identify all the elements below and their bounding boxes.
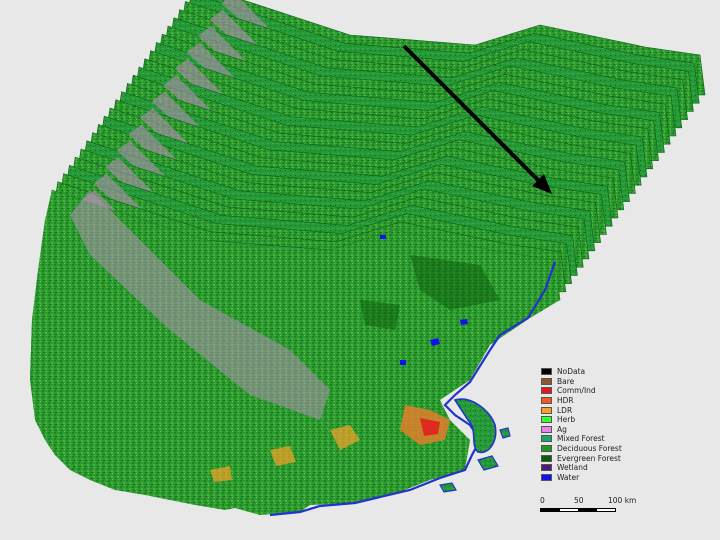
legend-label: Wetland — [557, 463, 588, 473]
legend-item: NoData — [541, 367, 622, 377]
legend-item: Water — [541, 473, 622, 483]
legend-item: Ag — [541, 425, 622, 435]
legend-swatch — [541, 473, 552, 481]
legend-label: Evergreen Forest — [557, 453, 621, 463]
legend-swatch — [541, 397, 552, 405]
legend-item: Bare — [541, 377, 622, 387]
legend-item: Wetland — [541, 463, 622, 473]
legend-swatch — [541, 377, 552, 385]
scale-label-100-km: 100 km — [608, 496, 637, 505]
stacked-time-series-layers — [30, 0, 706, 380]
legend-item: LDR — [541, 405, 622, 415]
ag-corridor-band — [70, 190, 330, 420]
legend-swatch — [541, 435, 552, 443]
scale-label-50: 50 — [574, 496, 584, 505]
legend-label: Bare — [557, 376, 575, 386]
legend-label: HDR — [557, 396, 574, 406]
legend-swatch — [541, 387, 552, 395]
legend-label: Deciduous Forest — [557, 444, 622, 454]
legend-item: Mixed Forest — [541, 434, 622, 444]
urban-area-core — [420, 418, 440, 436]
scale-label-0: 0 — [540, 496, 545, 505]
cape-peninsula — [453, 398, 497, 454]
front-land-cover-layer — [30, 190, 560, 517]
legend-item: Deciduous Forest — [541, 444, 622, 454]
legend-label: Water — [557, 472, 580, 482]
legend-swatch — [541, 425, 552, 433]
legend-item: Comm/Ind — [541, 386, 622, 396]
legend-swatch — [541, 454, 552, 462]
islands — [439, 427, 511, 493]
map-legend: NoData Bare Comm/Ind HDR LDR Herb Ag Mixed Fore… — [541, 367, 622, 482]
legend-swatch — [541, 406, 552, 414]
legend-label: NoData — [557, 367, 586, 377]
legend-label: Mixed Forest — [557, 434, 605, 444]
legend-item: HDR — [541, 396, 622, 406]
legend-swatch — [541, 368, 552, 376]
time-direction-arrow-icon — [402, 44, 552, 194]
dark-forest-patches — [360, 255, 500, 330]
legend-swatch — [541, 464, 552, 472]
legend-item: Evergreen Forest — [541, 453, 622, 463]
legend-swatch — [541, 416, 552, 424]
legend-label: LDR — [557, 405, 573, 415]
urban-scatter — [210, 425, 360, 482]
legend-label: Comm/Ind — [557, 386, 596, 396]
legend-label: Herb — [557, 415, 576, 425]
legend-swatch — [541, 445, 552, 453]
scale-bar-strip — [540, 508, 616, 512]
legend-label: Ag — [557, 424, 567, 434]
scale-bar: 0 50 100 km — [540, 496, 640, 520]
legend-item: Herb — [541, 415, 622, 425]
